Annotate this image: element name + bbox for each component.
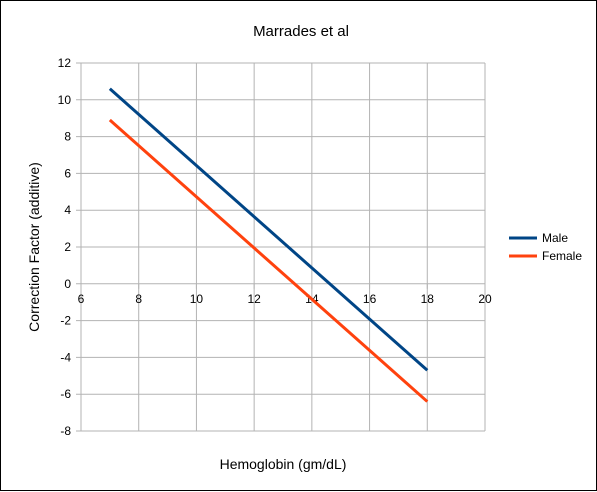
x-tick-label: 10 xyxy=(190,292,204,306)
y-axis-title: Correction Factor (additive) xyxy=(26,162,42,332)
y-tick-label: -6 xyxy=(60,387,71,401)
y-tick-label: 0 xyxy=(64,277,71,291)
legend: Male Female xyxy=(509,231,582,263)
y-tick-label: -8 xyxy=(60,424,71,438)
x-tick-label: 6 xyxy=(78,292,85,306)
x-tick-labels: 6 8 10 12 14 16 18 20 xyxy=(78,292,492,306)
legend-label-male: Male xyxy=(542,231,568,245)
y-tick-label: -2 xyxy=(60,314,71,328)
y-tick-label: 2 xyxy=(64,240,71,254)
y-tick-label: 6 xyxy=(64,166,71,180)
legend-label-female: Female xyxy=(542,249,582,263)
x-tick-label: 18 xyxy=(421,292,435,306)
x-tick-label: 20 xyxy=(478,292,492,306)
series-line-male xyxy=(108,87,429,372)
y-tick-label: 4 xyxy=(64,203,71,217)
x-axis-title: Hemoglobin (gm/dL) xyxy=(220,456,347,472)
grid xyxy=(76,62,486,432)
chart-title: Marrades et al xyxy=(253,23,349,40)
x-tick-label: 16 xyxy=(363,292,377,306)
y-tick-labels: -8 -6 -4 -2 0 2 4 6 8 10 12 xyxy=(58,56,72,438)
series-lines xyxy=(108,87,429,403)
series-line-female xyxy=(108,118,429,403)
y-tick-label: -4 xyxy=(60,350,71,364)
x-tick-label: 8 xyxy=(135,292,142,306)
y-tick-label: 12 xyxy=(58,56,72,70)
y-tick-label: 10 xyxy=(58,93,72,107)
x-tick-label: 12 xyxy=(247,292,261,306)
y-tick-label: 8 xyxy=(64,130,71,144)
